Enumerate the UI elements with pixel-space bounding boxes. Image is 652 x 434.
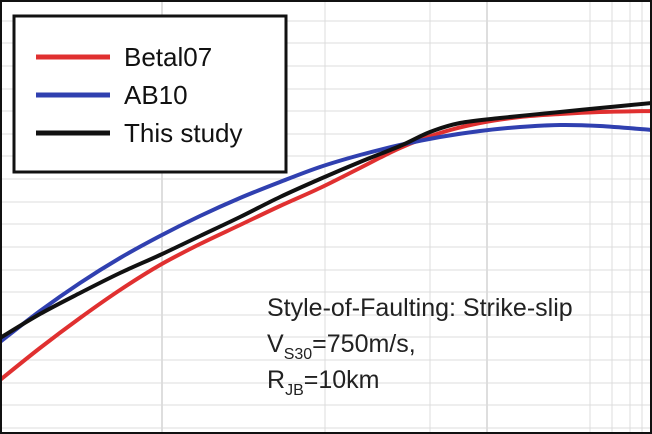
annotation-rjb: RJB=10km: [267, 366, 379, 399]
legend: Betal07 AB10 This study: [12, 14, 288, 174]
annotation-vs30-rest: =750m/s,: [312, 330, 416, 358]
legend-label-ab10: AB10: [124, 80, 188, 110]
annotation: Style-of-Faulting: Strike-slip VS30=750m…: [267, 294, 573, 399]
series-line-ab10: [0, 122, 652, 344]
legend-label-betal07: Betal07: [124, 42, 212, 72]
annotation-rjb-main: R: [267, 366, 285, 394]
series-lines: [0, 101, 652, 382]
annotation-style-of-faulting: Style-of-Faulting: Strike-slip: [267, 294, 573, 322]
series-line-this-study: [0, 101, 652, 340]
annotation-rjb-rest: =10km: [304, 366, 380, 394]
annotation-vs30-main: V: [267, 330, 284, 358]
legend-label-this-study: This study: [124, 118, 243, 148]
annotation-vs30: VS30=750m/s,: [267, 330, 416, 363]
annotation-vs30-sub: S30: [284, 346, 313, 363]
annotation-rjb-sub: JB: [285, 382, 304, 399]
